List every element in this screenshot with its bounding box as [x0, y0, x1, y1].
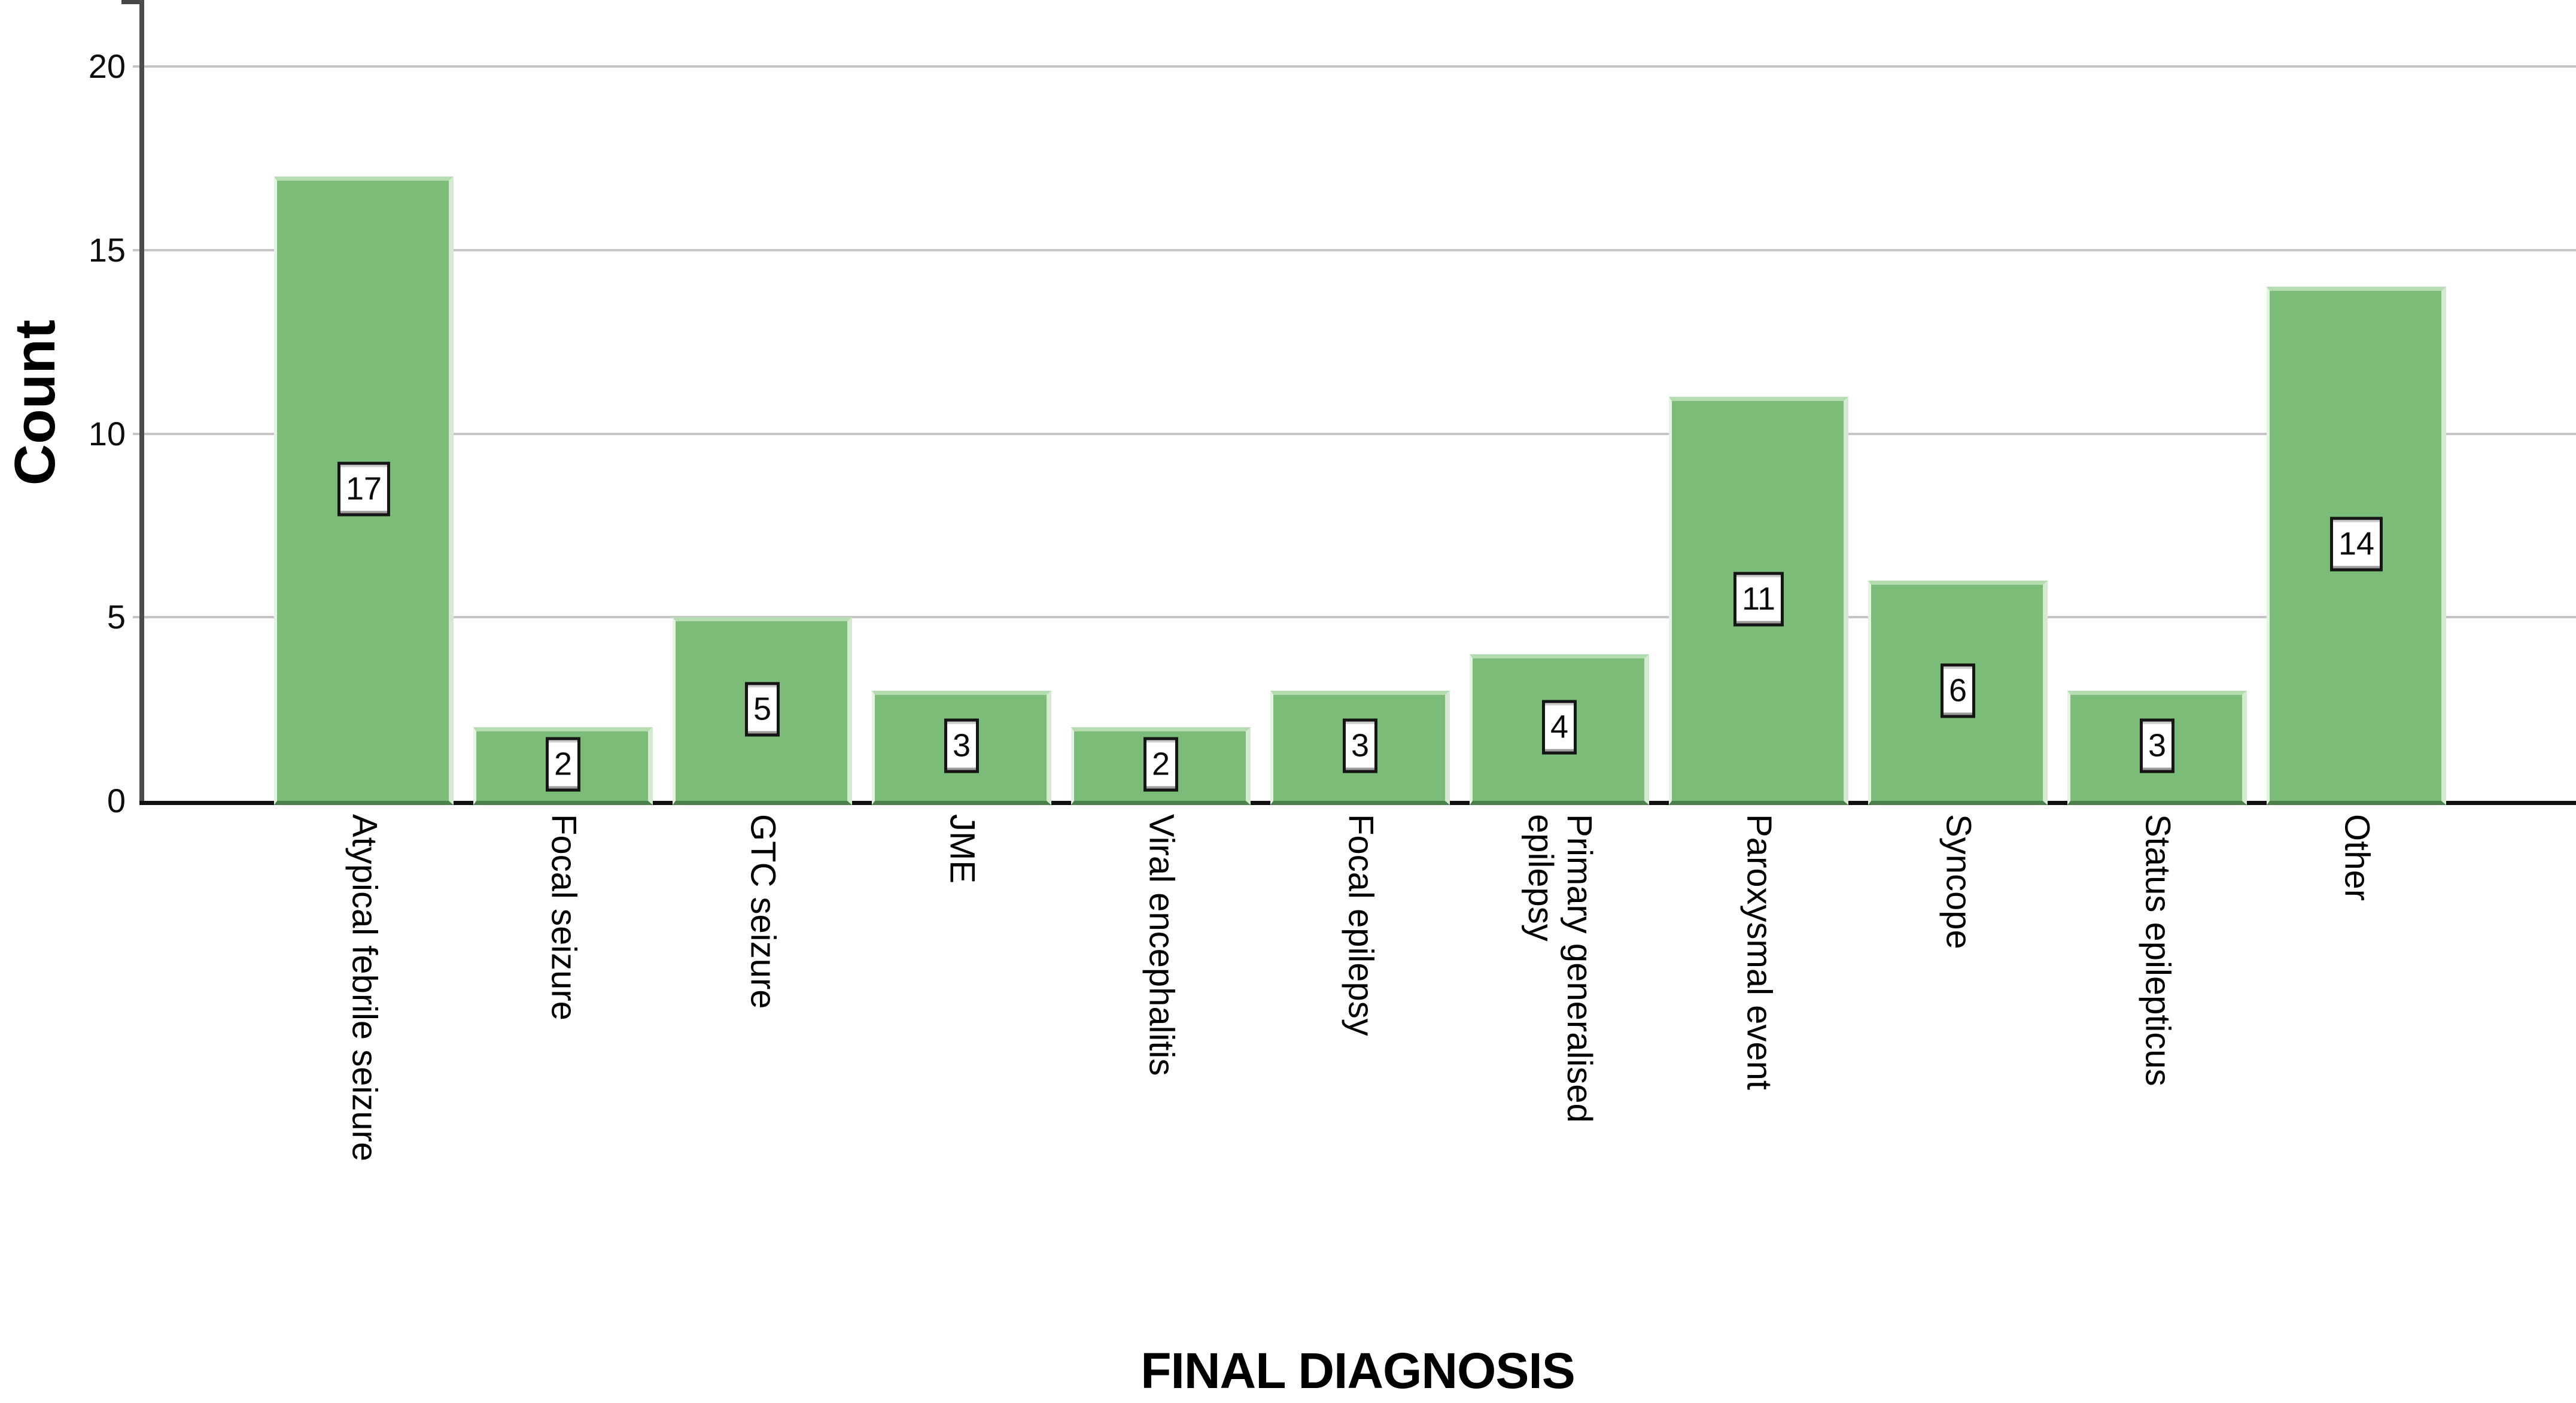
bar-gtc-seizure	[673, 617, 852, 805]
category-label-line: Syncope	[1939, 814, 1978, 949]
bar-value-label-atypical-febrile-seizure: 17	[337, 461, 391, 517]
category-label-viral-encephalitis: Viral encephalitis	[1142, 814, 1181, 1076]
category-label-atypical-febrile-seizure: Atypical febrile seizure	[345, 814, 384, 1161]
category-label-line: Status epilepticus	[2138, 814, 2177, 1086]
category-label-focal-seizure: Focal seizure	[544, 814, 583, 1021]
category-label-other: Other	[2337, 814, 2376, 901]
bar-value-label-viral-encephalitis: 2	[1143, 737, 1179, 792]
bar-value-label-other: 14	[2329, 517, 2383, 572]
category-label-line: Focal seizure	[544, 814, 583, 1021]
gridline-20	[133, 65, 2576, 68]
bar-value-label-jme: 3	[944, 718, 980, 773]
y-axis-line	[139, 0, 144, 805]
bar-value-label-focal-epilepsy: 3	[1342, 718, 1378, 773]
bar-value-label-focal-seizure: 2	[545, 737, 581, 792]
bar-value-label-gtc-seizure: 5	[744, 682, 780, 737]
category-label-line: Focal epilepsy	[1341, 814, 1380, 1036]
category-label-line: Viral encephalitis	[1142, 814, 1181, 1076]
category-label-line: JME	[942, 814, 982, 883]
y-tick-label-5: 5	[107, 598, 126, 636]
category-label-syncope: Syncope	[1939, 814, 1978, 949]
category-label-line: Primary generalised	[1559, 814, 1599, 1123]
y-tick-label-10: 10	[88, 414, 126, 453]
y-tick-label-15: 15	[88, 230, 126, 269]
bar-value-label-primary-generalised-epilepsy: 4	[1541, 700, 1577, 755]
gridline-10	[133, 432, 2576, 435]
bar-value-label-syncope: 6	[1940, 663, 1976, 718]
category-label-status-epilepticus: Status epilepticus	[2138, 814, 2177, 1086]
category-label-line: Paroxysmal event	[1739, 814, 1779, 1090]
bar-primary-generalised-epilepsy	[1470, 654, 1649, 805]
category-label-primary-generalised-epilepsy: Primary generalised epilepsy	[1520, 814, 1599, 1123]
bar-value-label-paroxysmal-event: 11	[1733, 572, 1784, 627]
bar-value-label-status-epilepticus: 3	[2139, 718, 2175, 773]
category-label-jme: JME	[942, 814, 981, 883]
y-axis-title: Count	[3, 319, 67, 486]
category-label-paroxysmal-event: Paroxysmal event	[1739, 814, 1778, 1090]
y-axis-title-container: Count	[0, 0, 71, 805]
x-axis-title: FINAL DIAGNOSIS	[1141, 1343, 1576, 1399]
gridline-15	[133, 248, 2576, 251]
y-tick-label-20: 20	[88, 47, 126, 85]
category-label-line: Atypical febrile seizure	[345, 814, 384, 1162]
category-label-focal-epilepsy: Focal epilepsy	[1341, 814, 1380, 1036]
category-label-line: Other	[2337, 814, 2377, 901]
gridline-5	[133, 616, 2576, 619]
y-axis-top-tick	[121, 0, 139, 4]
y-tick-label-0: 0	[107, 782, 126, 819]
category-label-line: epilepsy	[1521, 814, 1560, 942]
category-label-gtc-seizure: GTC seizure	[743, 814, 782, 1009]
category-label-line: GTC seizure	[743, 814, 783, 1009]
